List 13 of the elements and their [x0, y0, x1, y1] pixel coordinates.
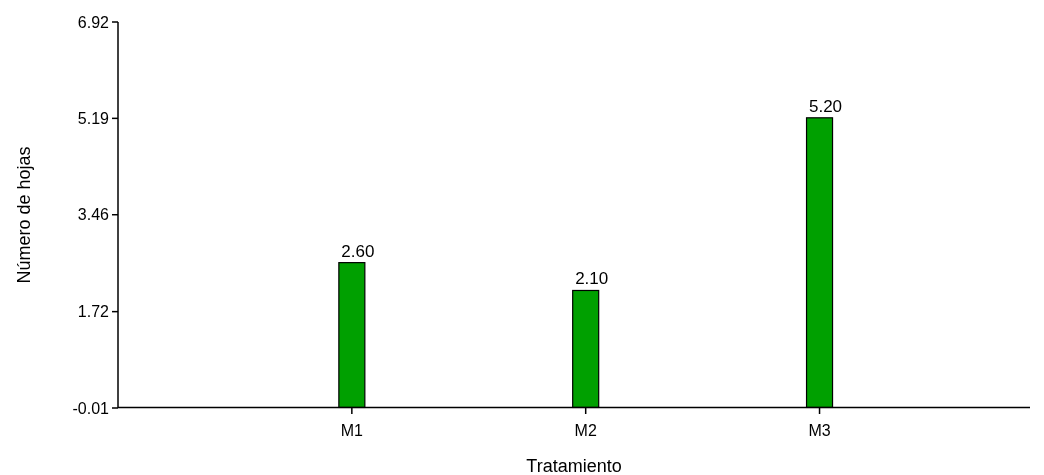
x-tick-label: M3 [808, 422, 831, 439]
data-label: 5.20 [808, 96, 843, 116]
data-label: 2.10 [575, 269, 609, 289]
y-tick-label: 5.19 [77, 109, 110, 127]
y-tick-label: 1.72 [77, 303, 110, 321]
data-label: 2.60 [341, 241, 375, 261]
x-tick-label: M2 [574, 422, 597, 439]
y-tick-label: 6.92 [77, 13, 110, 31]
x-axis-title: Tratamiento [526, 456, 622, 475]
y-axis-title: Número de hojas [14, 146, 34, 284]
y-tick-label: 3.46 [77, 206, 110, 224]
y-tick-label: -0.01 [72, 399, 110, 417]
x-tick-label: M1 [340, 422, 364, 439]
